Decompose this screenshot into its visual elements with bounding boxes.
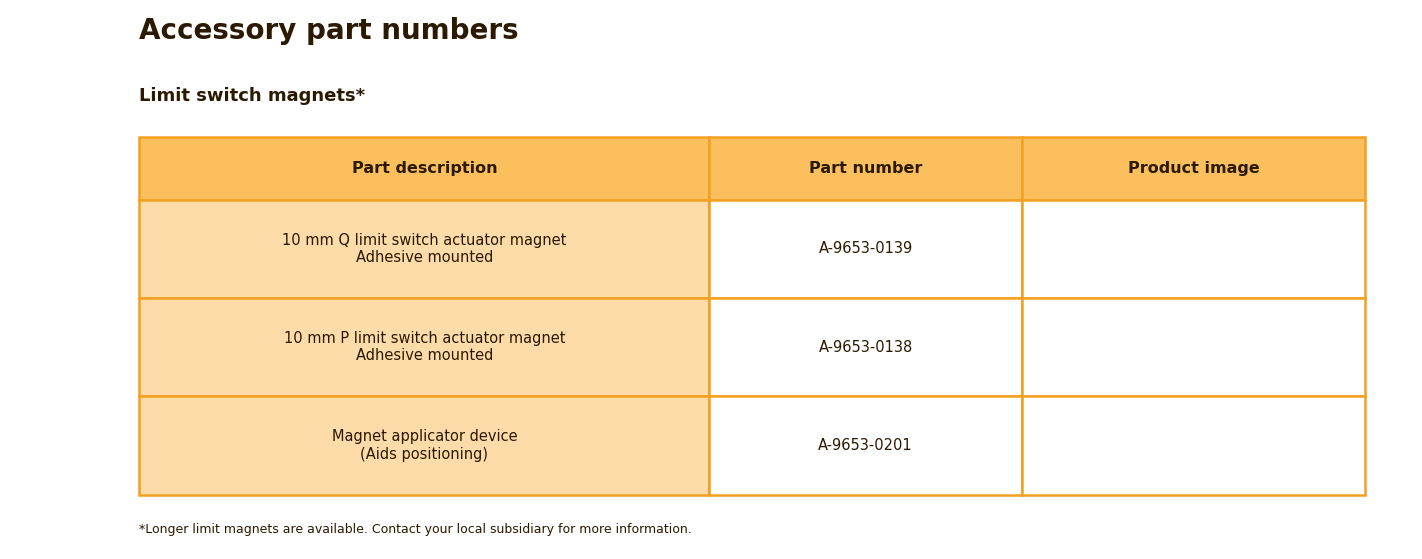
Text: Magnet applicator device
(Aids positioning): Magnet applicator device (Aids positioni… [331, 429, 518, 462]
Bar [1022, 200, 1365, 298]
Text: 10 mm Q limit switch actuator magnet
Adhesive mounted: 10 mm Q limit switch actuator magnet Adh… [282, 233, 566, 265]
Bar [710, 396, 1022, 495]
Bar [139, 396, 710, 495]
Text: A-9653-0201: A-9653-0201 [818, 438, 913, 453]
Bar [1022, 298, 1365, 396]
Bar [710, 298, 1022, 396]
Text: Limit switch magnets*: Limit switch magnets* [139, 87, 365, 105]
Text: Accessory part numbers: Accessory part numbers [139, 17, 519, 45]
Bar [1022, 396, 1365, 495]
Text: *Longer limit magnets are available. Contact your local subsidiary for more info: *Longer limit magnets are available. Con… [139, 523, 693, 536]
Text: Part description: Part description [351, 161, 498, 176]
Bar [710, 200, 1022, 298]
Bar [139, 200, 710, 298]
Text: 10 mm P limit switch actuator magnet
Adhesive mounted: 10 mm P limit switch actuator magnet Adh… [283, 331, 565, 363]
Text: Part number: Part number [809, 161, 923, 176]
Text: A-9653-0138: A-9653-0138 [819, 340, 913, 354]
Bar [710, 137, 1022, 200]
Text: A-9653-0139: A-9653-0139 [819, 241, 913, 256]
Text: Product image: Product image [1128, 161, 1260, 176]
Bar [139, 137, 710, 200]
Bar [1022, 137, 1365, 200]
Bar [139, 298, 710, 396]
